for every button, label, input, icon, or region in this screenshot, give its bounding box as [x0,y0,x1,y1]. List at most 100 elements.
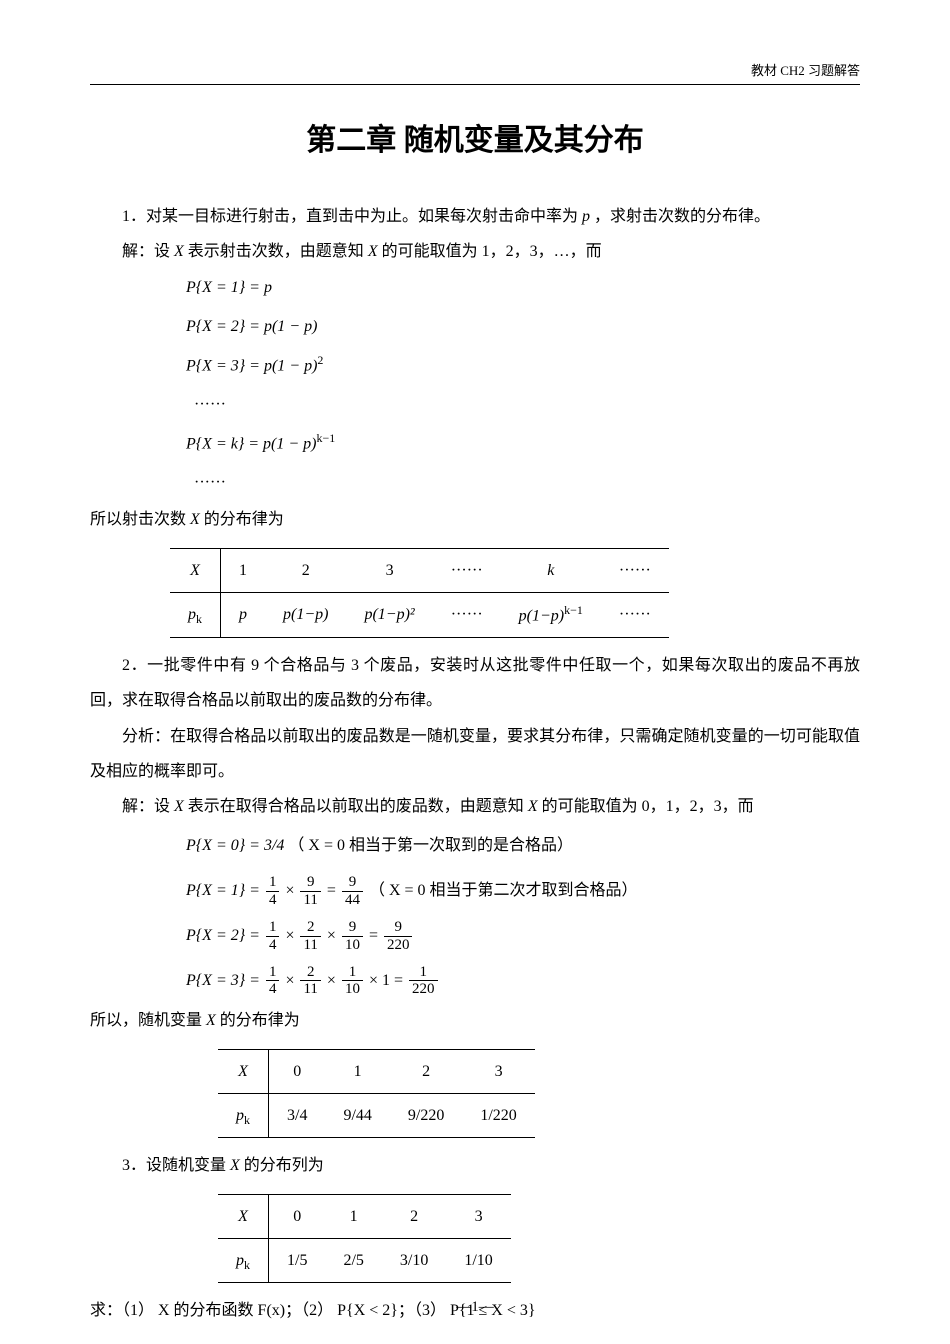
frac: 14 [266,964,280,998]
frac: 211 [300,964,320,998]
p3-t-h3: 2 [382,1194,446,1238]
p3-lead: 3．设随机变量 X 的分布列为 [90,1148,860,1183]
p1-eqk: P{X = k} = p(1 − p) [186,436,317,453]
p2-eq0-note: （ X = 0 相当于第一次取到的是合格品） [284,837,573,854]
table-row: pk p p(1−p) p(1−p)² ······ p(1−p)k−1 ···… [170,592,669,638]
p2-eq0-lhs: P{X = 0} = 3/4 [186,837,284,854]
p1-eq3: P{X = 3} = p(1 − p) [186,357,317,374]
var-p: p [582,208,590,225]
chapter-title: 第二章 随机变量及其分布 [90,115,860,159]
p2-sol-tail: 的可能取值为 0，1，2，3，而 [538,798,754,815]
p1-conc-lead: 所以射击次数 [90,511,190,528]
var-X: X [174,243,184,260]
p3-t-h0: X [218,1194,269,1238]
p2-solution-lead: 解：设 X 表示在取得合格品以前取出的废品数，由题意知 X 的可能取值为 0，1… [90,789,860,824]
p2-t-r4: 1/220 [462,1093,534,1138]
p1-solution-lead: 解：设 X 表示射击次数，由题意知 X 的可能取值为 1，2，3，…，而 [90,234,860,269]
p1-t-h6: ······ [601,548,669,592]
p2-t-r1: 3/4 [269,1093,326,1138]
p2-t-h0: X [218,1049,269,1093]
p1-t-r6: ······ [601,592,669,638]
table-row: X 1 2 3 ······ k ······ [170,548,669,592]
p1-t-r0-sub: k [196,612,202,626]
p1-t-r5-v: p(1−p) [519,607,564,624]
p2-t-h3: 2 [390,1049,462,1093]
frac: 14 [266,919,280,953]
p1-t-h0: X [170,548,221,592]
p1-t-h5: k [501,548,601,592]
p1-eq1: P{X = 1} = p [186,279,272,296]
p1-t-r0-v: p [188,606,196,623]
p1-t-h3: 3 [346,548,432,592]
p3-lead-tail: 的分布列为 [240,1157,324,1174]
p1-t-r1: p [221,592,266,638]
p2-conclusion: 所以，随机变量 X 的分布律为 [90,1003,860,1038]
p3-t-r0: pk [218,1238,269,1283]
page-number: —1— [0,1299,950,1316]
p2-t-h2: 1 [325,1049,389,1093]
p1-sol-lead: 解：设 [122,243,174,260]
p2-eq1: P{X = 1} = 14 × 911 = 944 （ X = 0 相当于第二次… [186,869,860,914]
p1-problem: 1．对某一目标进行射击，直到击中为止。如果每次射击命中率为 p ，求射击次数的分… [90,199,860,234]
p1-dist-table: X 1 2 3 ······ k ······ pk p p(1−p) p(1−… [170,548,669,639]
p2-var-X: X [174,798,184,815]
p2-eq2: P{X = 2} = 14 × 211 × 910 = 9220 [186,914,860,959]
p2-sol-lead: 解：设 [122,798,174,815]
p3-t-r0-v: p [236,1252,244,1269]
p1-t-h2: 2 [265,548,346,592]
p2-t-h4: 3 [462,1049,534,1093]
p3-t-r1: 1/5 [269,1238,326,1283]
page: 教材 CH2 习题解答 第二章 随机变量及其分布 1．对某一目标进行射击，直到击… [0,0,950,1344]
p2-t-r2: 9/44 [325,1093,389,1138]
p2-var-X3: X [206,1012,216,1029]
p1-problem-lead: 1．对某一目标进行射击，直到击中为止。如果每次射击命中率为 [122,208,582,225]
p2-t-r3: 9/220 [390,1093,462,1138]
table-row: pk 1/5 2/5 3/10 1/10 [218,1238,511,1283]
table-row: X 0 1 2 3 [218,1049,535,1093]
p2-t-h1: 0 [269,1049,326,1093]
p1-eq2: P{X = 2} = p(1 − p) [186,318,317,335]
p3-t-h2: 1 [325,1194,381,1238]
p2-t-r0: pk [218,1093,269,1138]
p1-sol-tail: 的可能取值为 1，2，3，…，而 [378,243,602,260]
frac: 9220 [384,919,413,953]
frac: 211 [300,919,320,953]
p2-eq3-lhs: P{X = 3} = [186,972,264,989]
frac: 1220 [409,964,438,998]
p1-eqk-sup: k−1 [317,431,336,445]
p2-problem: 2．一批零件中有 9 个合格品与 3 个废品，安装时从这批零件中任取一个，如果每… [90,648,860,718]
p2-t-r0-v: p [236,1107,244,1124]
p1-eq3-sup: 2 [317,353,323,367]
frac: 14 [266,874,280,908]
frac: 944 [342,874,363,908]
var-X2: X [368,243,378,260]
p2-analysis: 分析：在取得合格品以前取出的废品数是一随机变量，要求其分布律，只需确定随机变量的… [90,719,860,789]
p3-t-h4: 3 [446,1194,510,1238]
p1-sol-mid: 表示射击次数，由题意知 [184,243,368,260]
frac: 910 [342,919,363,953]
p1-math-block: P{X = 1} = p P{X = 2} = p(1 − p) P{X = 3… [186,269,860,502]
p2-conc-tail: 的分布律为 [216,1012,300,1029]
table-row: pk 3/4 9/44 9/220 1/220 [218,1093,535,1138]
p3-t-r3: 3/10 [382,1238,446,1283]
p1-conclusion: 所以射击次数 X 的分布律为 [90,502,860,537]
p2-eq0: P{X = 0} = 3/4 （ X = 0 相当于第一次取到的是合格品） [186,824,860,869]
p2-eq1-note: （ X = 0 相当于第二次才取到合格品） [365,882,638,899]
p3-t-h1: 0 [269,1194,326,1238]
p2-conc-lead: 所以，随机变量 [90,1012,206,1029]
p2-math-block: P{X = 0} = 3/4 （ X = 0 相当于第一次取到的是合格品） P{… [186,824,860,1003]
frac: 911 [300,874,320,908]
body-text: 1．对某一目标进行射击，直到击中为止。如果每次射击命中率为 p ，求射击次数的分… [90,199,860,1328]
p1-t-r5-sup: k−1 [564,603,583,617]
p2-dist-table: X 0 1 2 3 pk 3/4 9/44 9/220 1/220 [218,1049,535,1139]
p1-conc-tail: 的分布律为 [200,511,284,528]
var-X3: X [190,511,200,528]
p1-t-h1: 1 [221,548,266,592]
frac: 110 [342,964,363,998]
p1-dots2: ······ [194,474,226,491]
p2-sol-mid: 表示在取得合格品以前取出的废品数，由题意知 [184,798,528,815]
table-row: X 0 1 2 3 [218,1194,511,1238]
p3-t-r2: 2/5 [325,1238,381,1283]
p2-eq1-lhs: P{X = 1} = [186,882,264,899]
p1-t-r0: pk [170,592,221,638]
